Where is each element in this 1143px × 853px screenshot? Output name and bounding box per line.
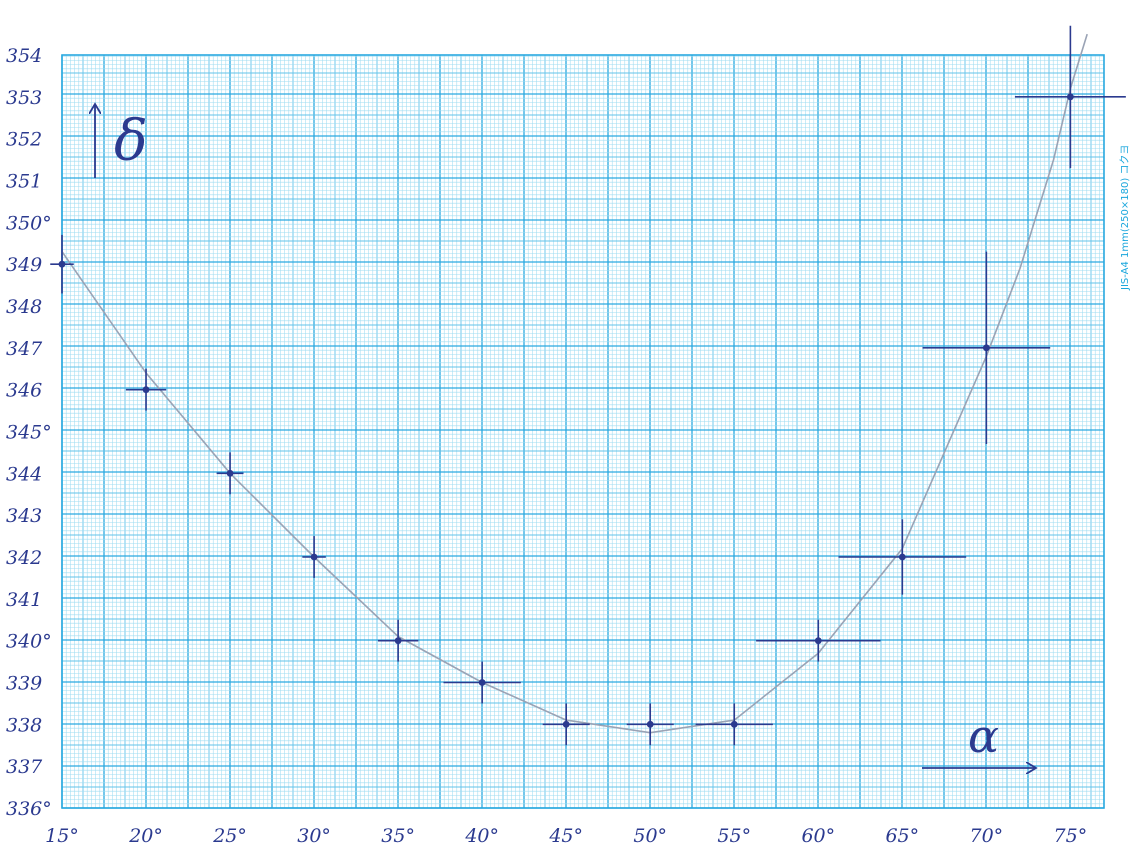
data-point-3 [302,536,326,578]
y-tick-labels: 336° 337 338 339 340° 341 342 343 344 345° 346 347 3… [6,45,52,820]
y-tick-label: 353 [6,87,42,109]
y-tick-label: 345° [6,422,52,444]
data-points-layer [50,25,1126,746]
y-tick-label: 344 [6,463,42,485]
data-point-4 [377,619,419,662]
data-point-8 [695,703,773,746]
y-tick-label: 354 [6,45,42,67]
x-tick-label: 50° [633,825,667,847]
x-tick-label: 55° [717,825,751,847]
x-tick-label: 30° [297,825,331,847]
point-marker [58,260,66,268]
y-tick-label: 348 [6,296,42,318]
point-marker [226,469,234,477]
y-tick-label: 349 [6,254,42,276]
data-point-12 [1014,25,1126,168]
data-point-0 [50,234,74,294]
fit-curve [61,33,1088,734]
data-point-10 [838,519,967,595]
data-point-6 [542,703,590,746]
data-point-1 [125,368,167,411]
y-tick-label: 341 [6,589,42,611]
x-tick-labels: 15° 20° 25° 30° 35° 40° 45° 50° 55° 60° 65° 70° 75° [45,825,1087,847]
data-point-2 [216,452,244,495]
grid [61,54,1105,809]
x-tick-label: 15° [45,825,79,847]
y-tick-label: 350° [6,212,52,234]
y-tick-label: 339 [6,673,42,695]
point-marker [142,386,150,394]
y-tick-label: 346 [6,380,42,402]
y-axis-label: δ [114,109,148,174]
x-tick-label: 70° [970,825,1004,847]
y-tick-label: 351 [6,171,42,193]
point-marker [562,720,570,728]
point-marker [646,720,654,728]
data-point-5 [443,661,521,704]
x-tick-label: 75° [1054,825,1088,847]
point-marker [982,344,990,352]
point-marker [394,637,402,645]
x-tick-label: 60° [801,825,835,847]
data-point-9 [756,619,881,662]
y-tick-label: 352 [6,129,42,151]
y-tick-label: 347 [6,338,43,360]
point-marker [478,679,486,686]
x-tick-label: 65° [885,825,919,847]
x-tick-label: 20° [128,825,163,847]
fit-curve-layer [61,33,1088,734]
y-tick-label: 342 [6,547,42,569]
point-marker [898,553,906,561]
data-point-7 [626,703,674,746]
y-tick-label: 343 [6,505,42,527]
y-tick-label: 337 [6,756,43,778]
point-marker [310,553,318,561]
x-axis-label: α [968,709,999,763]
x-tick-label: 40° [464,825,499,847]
point-marker [730,720,738,728]
x-tick-label: 25° [212,825,247,847]
y-tick-label: 340° [6,631,52,653]
paper-border [61,54,1105,809]
data-point-11 [922,251,1051,445]
y-tick-label: 336° [6,798,52,820]
y-tick-label: 338 [6,714,42,736]
x-tick-label: 35° [381,825,415,847]
paper-side-text: JIS-A4 1mm(250×180) コクヨ [1119,145,1131,291]
point-marker [1066,93,1074,101]
x-tick-label: 45° [548,825,583,847]
point-marker [814,637,822,645]
